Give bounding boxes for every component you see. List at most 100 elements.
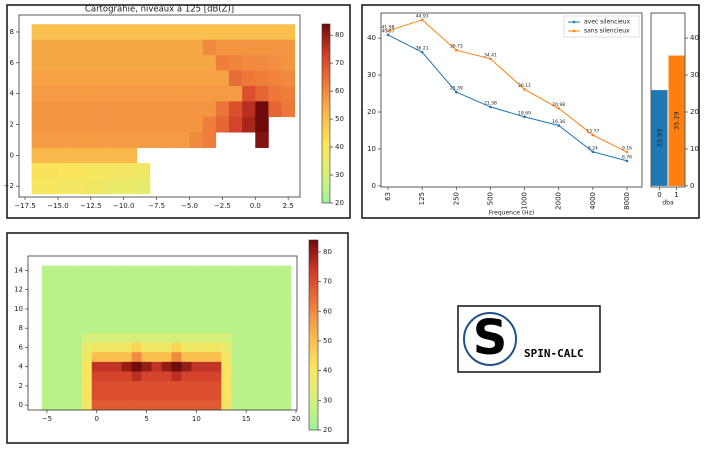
heat-cell	[202, 39, 217, 56]
legend-marker	[572, 20, 576, 24]
plot-frame	[27, 255, 298, 411]
heat-cell	[71, 24, 85, 40]
heat-cell	[261, 361, 272, 372]
y-tick-label: 0	[372, 182, 376, 190]
heat-cell	[31, 85, 46, 102]
data-label: 26.11	[518, 83, 531, 89]
heat-cell	[123, 55, 138, 71]
heat-cell	[41, 361, 53, 372]
heat-cell	[91, 265, 103, 276]
heat-cell	[41, 342, 53, 353]
heat-cell	[151, 400, 162, 411]
heat-cell	[57, 39, 72, 56]
heat-cell	[44, 70, 59, 87]
heat-cell	[171, 284, 182, 295]
heat-cell	[191, 400, 202, 411]
heat-cell	[211, 371, 222, 382]
heat-cell	[51, 294, 63, 305]
heat-cell	[44, 24, 59, 40]
heat-cell	[241, 265, 252, 276]
y-tick-label: 10	[367, 145, 376, 153]
heat-cell	[191, 361, 202, 372]
heat-cell	[84, 132, 98, 148]
heat-cell	[181, 323, 192, 334]
heat-cell	[231, 313, 242, 324]
heat-cell	[110, 85, 125, 102]
heat-cell	[141, 361, 152, 372]
heat-cell	[61, 294, 73, 305]
heat-cell	[71, 132, 85, 148]
heat-cell	[202, 116, 217, 133]
heat-cell	[123, 24, 138, 40]
heat-cell	[150, 24, 164, 40]
heat-cell	[71, 39, 85, 56]
heat-cell	[163, 85, 177, 102]
heat-cell	[84, 55, 98, 71]
heat-cell	[161, 275, 172, 286]
colorbar-tick-label: 60	[323, 307, 332, 315]
heat-cell	[231, 294, 242, 305]
heat-cell	[123, 101, 138, 118]
heat-cell	[31, 101, 46, 118]
heat-cell	[101, 265, 112, 276]
x-tick-label: −12.5	[80, 202, 101, 210]
heat-cell	[189, 101, 203, 118]
heat-cell	[271, 381, 282, 392]
y-tick-label: 10	[690, 145, 699, 153]
heat-cell	[41, 313, 53, 324]
heat-cell	[242, 24, 256, 40]
heat-cell	[231, 342, 242, 353]
heat-cell	[271, 352, 282, 363]
heat-cell	[110, 101, 125, 118]
heat-cell	[71, 70, 85, 87]
data-label: 18.69	[518, 110, 531, 116]
heat-cell	[136, 85, 151, 102]
heat-cell	[141, 323, 152, 334]
y-tick-label: 0	[690, 182, 694, 190]
heat-cell	[97, 24, 111, 40]
heat-cell	[111, 265, 122, 276]
heat-cell	[191, 381, 202, 392]
y-tick-label: 6	[19, 343, 24, 351]
heat-cell	[101, 390, 112, 401]
x-tick-label: 20	[292, 415, 301, 423]
heat-cell	[151, 304, 162, 315]
heat-cell	[84, 147, 98, 164]
heat-cell	[163, 116, 177, 133]
data-label: 16.36	[552, 119, 565, 125]
heat-cell	[71, 294, 83, 305]
heat-cell	[242, 70, 256, 87]
heat-cell	[61, 323, 73, 334]
heat-cell	[41, 333, 53, 343]
heat-cell	[110, 147, 125, 164]
heat-cell	[131, 333, 142, 343]
heat-cell	[136, 116, 151, 133]
heat-cell	[221, 400, 232, 411]
heat-cell	[163, 24, 177, 40]
heat-cell	[123, 116, 138, 133]
heat-cell	[141, 400, 152, 411]
heat-cell	[231, 352, 242, 363]
heat-cell	[51, 361, 63, 372]
heat-cell	[241, 304, 252, 315]
panel-map-125	[6, 4, 351, 219]
heat-cell	[271, 265, 282, 276]
heat-cell	[71, 163, 85, 179]
heat-cell	[101, 371, 112, 382]
x-tick-label: 4000	[589, 192, 597, 210]
heat-cell	[51, 333, 63, 343]
data-point	[454, 48, 458, 52]
heat-cell	[215, 116, 230, 133]
heat-cell	[151, 352, 162, 363]
heat-cell	[281, 101, 296, 118]
heat-cell	[228, 85, 243, 102]
heat-cell	[181, 342, 192, 353]
heat-cell	[281, 70, 296, 87]
heat-cell	[181, 313, 192, 324]
heat-cell	[161, 323, 172, 334]
heat-cell	[44, 101, 59, 118]
heat-cell	[136, 101, 151, 118]
heat-cell	[191, 352, 202, 363]
heat-cell	[228, 70, 243, 87]
heat-cell	[281, 352, 292, 363]
